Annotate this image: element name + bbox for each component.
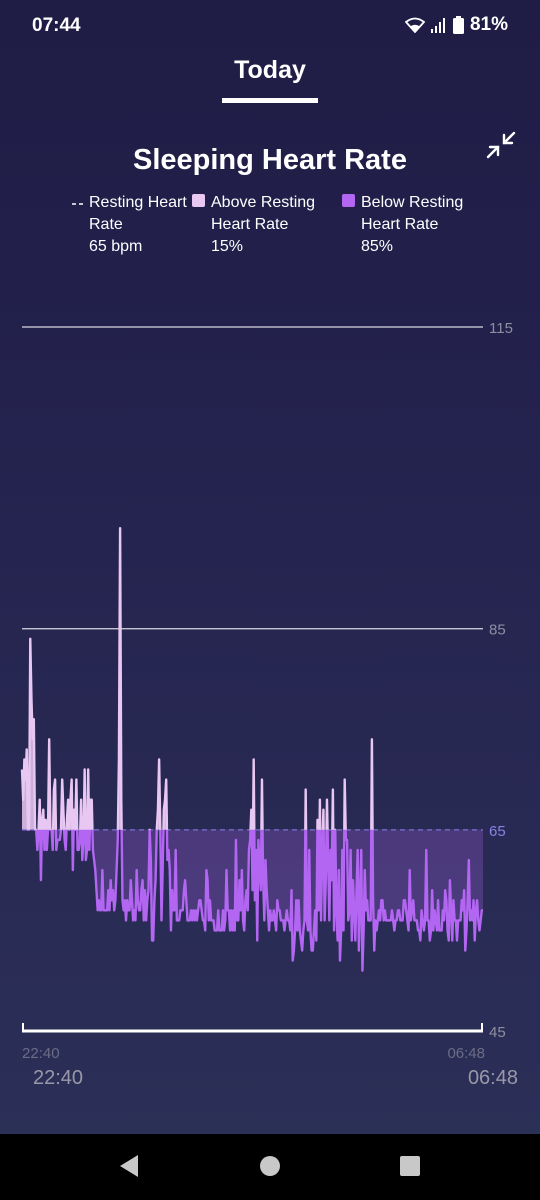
overview-icon[interactable]	[399, 1153, 421, 1179]
x-label-end: 06:48	[467, 1067, 518, 1089]
status-icons: 81%	[404, 14, 508, 36]
legend-resting: Resting Heart Rate 65 bpm	[89, 192, 189, 258]
home-icon[interactable]	[259, 1153, 281, 1179]
tab-today[interactable]: Today	[234, 56, 306, 84]
y-tick-label: 65	[489, 823, 506, 840]
wifi-icon	[404, 17, 425, 33]
collapse-icon[interactable]	[484, 128, 518, 162]
area-below-resting	[27, 829, 483, 971]
legend-resting-marker	[72, 203, 83, 205]
legend-above: Above Resting Heart Rate 15%	[211, 192, 336, 258]
status-bar: 07:44 81%	[0, 0, 540, 50]
signal-icon	[430, 18, 445, 33]
x-label-start: 22:40	[33, 1067, 84, 1089]
heart-rate-line-below	[26, 829, 484, 972]
legend-resting-value: 65 bpm	[89, 238, 143, 255]
tab-active-indicator	[222, 98, 318, 103]
legend-above-label: Above Resting Heart Rate	[211, 194, 316, 233]
battery-icon	[452, 16, 464, 34]
legend-below: Below Resting Heart Rate 85%	[361, 192, 491, 258]
legend-below-swatch	[342, 194, 355, 207]
status-time: 07:44	[32, 15, 81, 36]
battery-percent: 81%	[469, 14, 508, 35]
legend-resting-label: Resting Heart Rate	[89, 194, 187, 233]
back-icon[interactable]	[118, 1153, 140, 1179]
legend-above-value: 15%	[211, 238, 244, 255]
y-tick-label: 45	[489, 1024, 506, 1041]
page-title: Sleeping Heart Rate	[133, 144, 407, 176]
x-tick-end: 06:48	[447, 1045, 485, 1062]
y-tick-label: 85	[489, 622, 506, 639]
heart-rate-chart[interactable]: 115 85 65 45 22:40 06:48	[0, 300, 540, 1070]
legend-above-swatch	[192, 194, 205, 207]
legend-below-value: 85%	[361, 238, 394, 255]
x-tick-start: 22:40	[22, 1045, 60, 1062]
y-tick-label: 115	[489, 320, 513, 337]
legend-below-label: Below Resting Heart Rate	[361, 194, 464, 233]
